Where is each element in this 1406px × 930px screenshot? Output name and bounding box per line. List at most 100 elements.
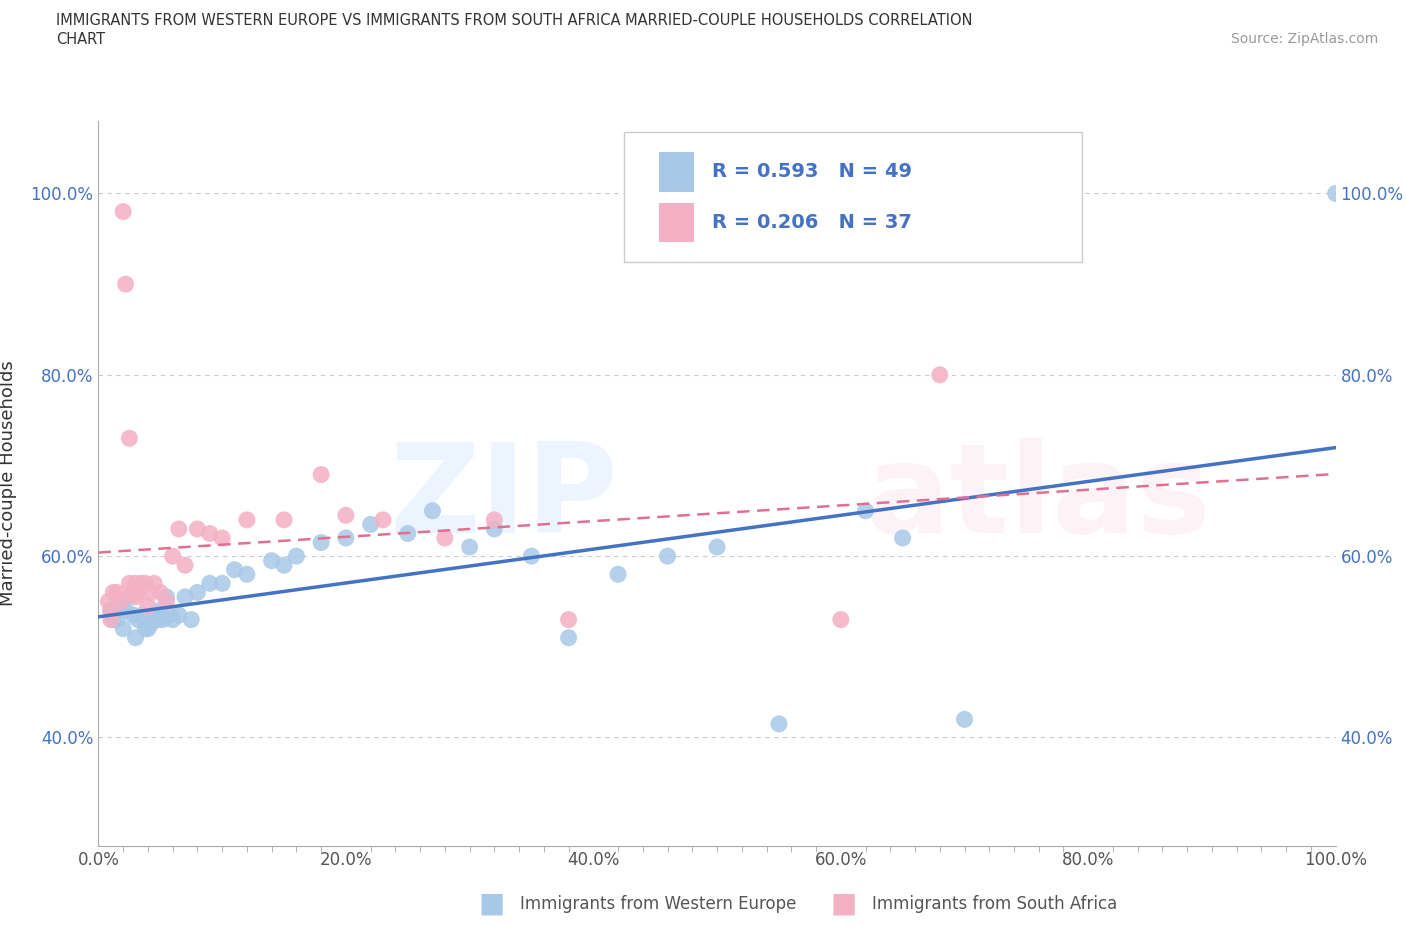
Text: ZIP: ZIP [389,438,619,559]
Point [211,576,233,591]
Point [174,590,197,604]
Point [97,594,120,609]
Point [100,604,122,618]
Point [186,585,208,600]
Point [124,631,146,645]
FancyBboxPatch shape [659,203,693,243]
Point [114,277,136,292]
Point [122,607,145,622]
Point [139,585,162,600]
Point [162,612,184,627]
Point [143,607,166,622]
Point [122,585,145,600]
Point [118,431,141,445]
Point [143,576,166,591]
Text: CHART: CHART [56,32,105,46]
Point [309,467,332,482]
Point [174,558,197,573]
Text: Immigrants from South Africa: Immigrants from South Africa [872,895,1116,913]
Point [139,617,162,631]
Point [127,585,149,600]
Y-axis label: Married-couple Households: Married-couple Households [0,361,17,606]
FancyBboxPatch shape [659,152,693,192]
Point [260,553,283,568]
Point [124,576,146,591]
Point [103,585,125,600]
Point [118,590,141,604]
Point [657,549,679,564]
Point [309,535,332,550]
Point [167,522,190,537]
Point [131,607,153,622]
Point [136,599,159,614]
Point [236,567,259,582]
Point [484,512,506,527]
Point [100,604,122,618]
Point [134,621,156,636]
Point [162,549,184,564]
Point [100,612,122,627]
Point [146,612,169,627]
Point [557,612,579,627]
Point [131,576,153,591]
Text: R = 0.593   N = 49: R = 0.593 N = 49 [711,162,912,181]
Point [557,631,579,645]
Text: Immigrants from Western Europe: Immigrants from Western Europe [520,895,797,913]
Point [180,612,202,627]
Point [273,558,295,573]
Text: ■: ■ [831,890,856,918]
Point [224,563,246,578]
Text: atlas: atlas [866,438,1212,559]
Point [768,716,790,731]
Point [273,512,295,527]
Point [830,612,852,627]
Point [1324,186,1347,201]
Point [198,576,221,591]
Point [114,604,136,618]
Point [211,530,233,545]
Point [198,526,221,541]
Point [396,526,419,541]
Point [124,590,146,604]
Point [103,612,125,627]
Point [520,549,543,564]
Point [110,594,132,609]
Point [149,604,172,618]
Point [155,594,177,609]
Point [110,599,132,614]
Point [855,503,877,518]
Point [953,712,976,727]
Point [433,530,456,545]
Text: ■: ■ [479,890,505,918]
Point [149,585,172,600]
Point [891,530,914,545]
Point [105,585,128,600]
Point [335,508,357,523]
Point [360,517,382,532]
Point [167,607,190,622]
Point [928,367,950,382]
Point [371,512,394,527]
Point [112,205,135,219]
Text: IMMIGRANTS FROM WESTERN EUROPE VS IMMIGRANTS FROM SOUTH AFRICA MARRIED-COUPLE HO: IMMIGRANTS FROM WESTERN EUROPE VS IMMIGR… [56,13,973,28]
Point [136,621,159,636]
Point [155,590,177,604]
Point [484,522,506,537]
FancyBboxPatch shape [624,132,1083,262]
Point [118,576,141,591]
Point [105,612,128,627]
Point [335,530,357,545]
Point [236,512,259,527]
Point [422,503,444,518]
Point [458,539,481,554]
Text: R = 0.206   N = 37: R = 0.206 N = 37 [711,213,912,232]
Text: Source: ZipAtlas.com: Source: ZipAtlas.com [1230,32,1378,46]
Point [186,522,208,537]
Point [159,607,181,622]
Point [127,612,149,627]
Point [285,549,308,564]
Point [134,576,156,591]
Point [112,621,135,636]
Point [607,567,630,582]
Point [706,539,728,554]
